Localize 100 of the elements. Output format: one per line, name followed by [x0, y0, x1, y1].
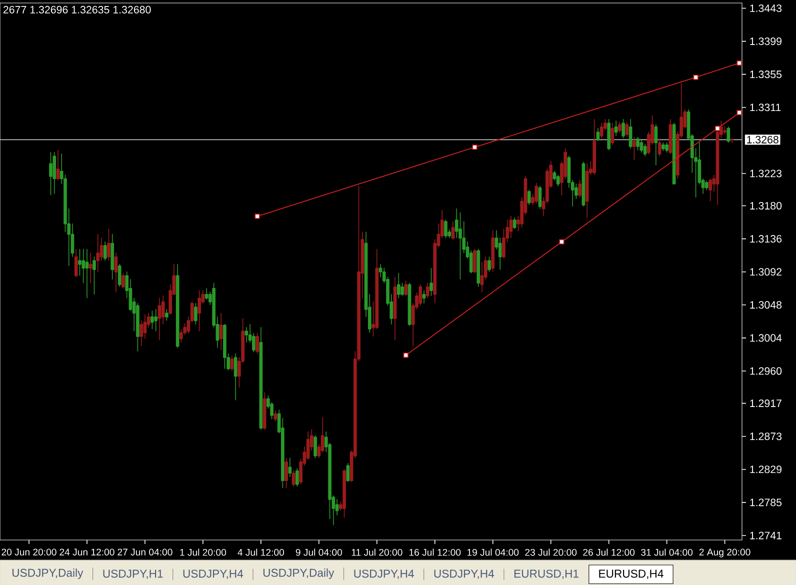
candlestick: [622, 118, 625, 139]
candlestick: [430, 268, 433, 296]
candlestick: [194, 303, 198, 325]
candlestick: [150, 310, 154, 330]
candlestick: [154, 309, 158, 332]
candlestick: [342, 468, 346, 518]
candlestick: [592, 118, 596, 176]
candlestick: [665, 142, 668, 153]
candlestick: [408, 282, 412, 326]
candlestick: [404, 280, 408, 296]
y-tick-label: 1.3223: [750, 170, 782, 178]
candlestick: [509, 216, 513, 238]
candlestick: [596, 128, 600, 142]
candlestick: [393, 276, 397, 341]
x-tick-label: 19 Jul 04:00: [467, 548, 519, 556]
candlestick: [96, 234, 100, 272]
point: [736, 110, 742, 116]
candlestick: [614, 120, 618, 136]
candlestick: [92, 256, 96, 295]
candlestick: [662, 142, 665, 152]
candlestick: [234, 353, 238, 401]
candlestick: [668, 118, 672, 154]
y-tick-label: 1.3004: [750, 334, 782, 342]
candlestick: [259, 327, 263, 430]
candlestick: [625, 122, 629, 138]
y-tick-label: 1.2917: [750, 400, 782, 408]
y-tick-label: 1.2829: [750, 466, 782, 474]
candlestick: [708, 178, 712, 202]
candlestick: [396, 272, 400, 299]
candlestick: [256, 333, 259, 354]
candlestick: [422, 290, 426, 304]
point: [472, 144, 478, 150]
text: USDJPY,Daily: [263, 568, 334, 580]
y-tick-label: 1.2960: [750, 367, 782, 375]
candlestick: [418, 284, 422, 306]
point: [736, 60, 742, 66]
x-tick-label: 26 Jul 12:00: [583, 548, 635, 556]
candlestick: [426, 282, 430, 299]
candlestick: [85, 248, 89, 299]
text: USDJPY,Daily: [12, 568, 84, 580]
candlestick: [538, 186, 542, 210]
candlestick: [705, 180, 708, 190]
y-tick-label: 1.3092: [750, 268, 782, 276]
candlestick: [288, 458, 292, 478]
candlestick: [103, 241, 107, 261]
candlestick: [585, 163, 589, 218]
text: EURUSD,H4: [599, 570, 664, 580]
candlestick: [244, 327, 248, 343]
y-tick-label: 1.3180: [750, 202, 782, 210]
candlestick: [640, 140, 644, 153]
candlestick: [628, 118, 632, 150]
y-tick-label: 1.2873: [750, 432, 782, 440]
x-tick-label: 31 Jul 04:00: [641, 548, 693, 556]
candlestick: [165, 309, 168, 322]
candlestick: [49, 152, 52, 196]
candlestick: [578, 180, 582, 198]
y-tick-label: 1.3355: [750, 70, 782, 78]
candlestick: [284, 458, 288, 489]
candlestick: [114, 252, 118, 293]
candlestick: [219, 312, 223, 350]
candlestick: [534, 182, 538, 204]
candlestick: [230, 356, 234, 372]
x-tick-label: 24 Jun 12:00: [60, 548, 114, 556]
candlestick: [527, 190, 531, 206]
y-tick-label: 1.2785: [750, 498, 782, 506]
x-tick-label: 20 Jun 20:00: [2, 548, 56, 556]
x-tick-label: 9 Jul 04:00: [296, 548, 342, 556]
candlestick: [726, 126, 730, 144]
point: [559, 239, 564, 244]
candlestick: [176, 264, 180, 348]
candlestick: [296, 468, 299, 488]
candlestick: [198, 290, 201, 332]
candlestick: [458, 212, 462, 280]
x-tick-label: 4 Jul 12:00: [238, 548, 284, 556]
x-tick-label: 11 Jul 20:00: [352, 548, 402, 556]
text: USDJPY,H4: [434, 570, 494, 580]
candlestick: [158, 298, 162, 341]
candlestick: [292, 470, 296, 488]
candlestick: [451, 221, 455, 240]
candlestick: [118, 264, 122, 288]
candlestick: [632, 137, 636, 160]
candlestick: [88, 252, 92, 284]
point: [714, 126, 720, 132]
candlestick: [491, 230, 495, 272]
candlestick: [262, 392, 266, 430]
candlestick: [610, 122, 614, 146]
candlestick: [607, 118, 610, 151]
y-tick-label: 1.3399: [750, 38, 782, 46]
y-tick-label: 1.3311: [750, 104, 781, 112]
y-tick-label: 1.3136: [750, 235, 782, 243]
candlestick: [618, 122, 622, 134]
candlestick: [658, 138, 662, 157]
x-tick-label: 23 Jul 20:00: [525, 548, 577, 556]
candlestick: [636, 137, 640, 151]
y-tick-label: 1.2741: [750, 532, 782, 540]
candlestick: [274, 410, 278, 422]
candlestick: [512, 217, 516, 230]
candlestick: [556, 174, 560, 187]
text: USDJPY,H4: [183, 570, 244, 580]
candlestick: [346, 462, 350, 483]
